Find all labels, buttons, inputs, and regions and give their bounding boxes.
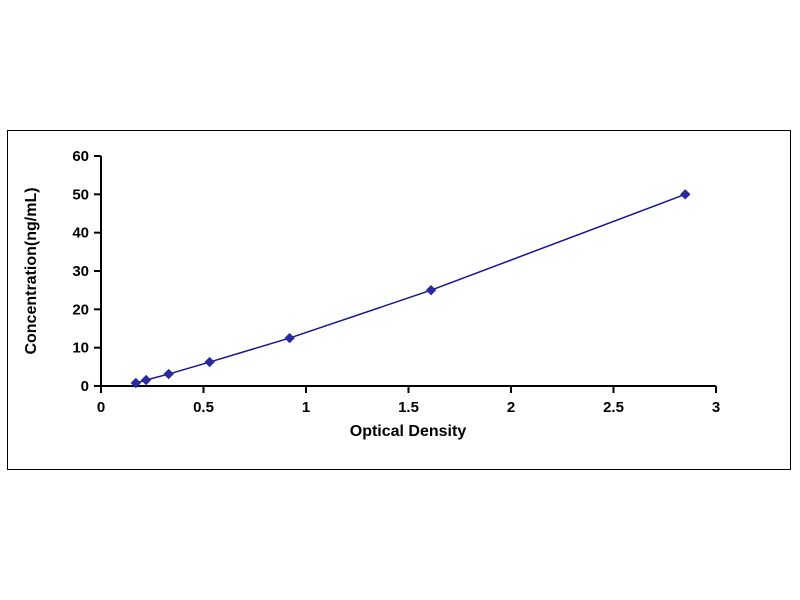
x-tick-label: 3 bbox=[712, 399, 720, 416]
x-tick-label: 0 bbox=[97, 399, 105, 416]
plot-dynamic-layer: 0 10 20 30 40 50 60 0 0.5 1 1.5 2 2.5 3 bbox=[72, 148, 720, 416]
data-point-marker bbox=[425, 284, 437, 296]
y-tick-label: 10 bbox=[72, 340, 89, 357]
data-point-marker bbox=[204, 356, 215, 368]
y-tick-label: 0 bbox=[81, 378, 89, 395]
standard-curve-plot: 0 10 20 30 40 50 60 0 0.5 1 1.5 2 2.5 3 Concentration… bbox=[23, 148, 720, 440]
x-tick-label: 0.5 bbox=[193, 399, 214, 416]
y-tick-label: 60 bbox=[72, 148, 89, 165]
data-series-line bbox=[135, 193, 686, 384]
data-point-marker bbox=[130, 377, 142, 389]
y-tick-label: 30 bbox=[72, 263, 89, 280]
data-point-marker bbox=[284, 332, 295, 344]
y-tick-label: 40 bbox=[72, 225, 89, 242]
y-axis-title: Concentration(ng/mL) bbox=[23, 187, 40, 354]
data-point-marker bbox=[163, 368, 174, 380]
y-tick-label: 50 bbox=[72, 186, 89, 203]
x-tick-label: 2 bbox=[507, 399, 515, 416]
x-tick-label: 2.5 bbox=[603, 399, 624, 416]
x-tick-label: 1 bbox=[302, 399, 310, 416]
chart-frame: 0 10 20 30 40 50 60 0 0.5 1 1.5 2 2.5 3 Concentration… bbox=[7, 130, 791, 470]
x-axis-title: Optical Density bbox=[350, 423, 467, 440]
data-point-marker bbox=[680, 189, 691, 200]
data-point-marker bbox=[140, 374, 152, 386]
axes-lines bbox=[100, 156, 716, 387]
x-tick-label: 1.5 bbox=[398, 399, 419, 416]
y-tick-label: 20 bbox=[72, 301, 89, 318]
